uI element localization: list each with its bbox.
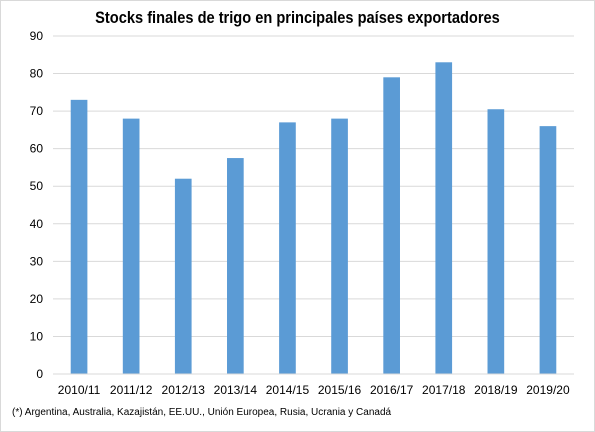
x-tick-label: 2019/20 bbox=[526, 383, 570, 397]
chart-title: Stocks finales de trigo en principales p… bbox=[95, 8, 500, 27]
y-tick-label: 90 bbox=[30, 29, 44, 43]
bar-2019-20 bbox=[539, 126, 557, 374]
x-tick-label: 2011/12 bbox=[110, 383, 153, 397]
footnote: (*) Argentina, Australia, Kazajistán, EE… bbox=[12, 407, 392, 418]
x-tick-label: 2010/11 bbox=[58, 383, 101, 397]
y-tick-label: 30 bbox=[30, 254, 44, 268]
gridlines bbox=[53, 35, 574, 337]
y-tick-label: 20 bbox=[30, 292, 44, 306]
bar-series bbox=[70, 62, 557, 375]
y-tick-label: 0 bbox=[36, 367, 43, 381]
bar-2017-18 bbox=[435, 62, 453, 375]
bar-2016-17 bbox=[383, 77, 400, 375]
bar-2018-19 bbox=[487, 109, 505, 374]
bar-2012-13 bbox=[174, 178, 192, 374]
bar-2013-14 bbox=[227, 158, 244, 374]
y-tick-label: 60 bbox=[30, 142, 44, 156]
y-tick-label: 10 bbox=[30, 329, 44, 343]
x-tick-label: 2013/14 bbox=[214, 383, 258, 397]
bar-2014-15 bbox=[279, 122, 296, 374]
y-tick-label: 70 bbox=[30, 104, 44, 118]
x-tick-label: 2016/17 bbox=[370, 383, 414, 397]
bar-2011-12 bbox=[122, 118, 140, 374]
y-tick-label: 80 bbox=[30, 67, 44, 81]
y-tick-label: 50 bbox=[30, 179, 44, 193]
y-tick-label: 40 bbox=[30, 217, 44, 231]
y-axis-tick-labels: 0 10 20 30 40 50 60 70 80 90 bbox=[30, 29, 44, 381]
bar-2010-11 bbox=[70, 99, 88, 374]
bar-2015-16 bbox=[331, 118, 348, 374]
x-tick-label: 2018/19 bbox=[474, 383, 518, 397]
x-axis-tick-labels: 2010/11 2011/12 2012/13 2013/14 2014/15 2015/… bbox=[58, 383, 570, 397]
x-tick-label: 2012/13 bbox=[162, 383, 206, 397]
x-tick-label: 2017/18 bbox=[422, 383, 466, 397]
x-tick-label: 2015/16 bbox=[318, 383, 362, 397]
x-tick-label: 2014/15 bbox=[266, 383, 310, 397]
